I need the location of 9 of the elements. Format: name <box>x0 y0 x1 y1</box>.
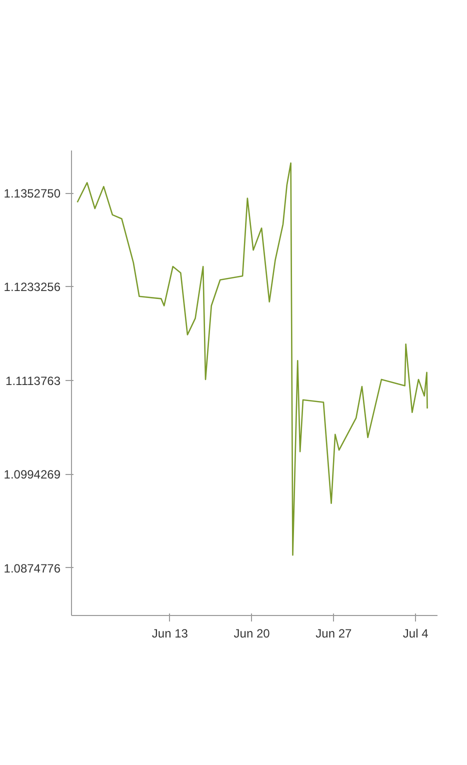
y-tick-label: 1.0874776 <box>4 561 61 576</box>
y-tick-label: 1.1233256 <box>4 280 61 294</box>
x-tick-label: Jul 4 <box>402 626 429 640</box>
y-tick-label: 1.0994269 <box>4 468 61 482</box>
x-tick-label: Jun 27 <box>316 626 352 640</box>
y-tick-label: 1.1352750 <box>4 186 61 201</box>
x-tick-label: Jun 13 <box>152 626 188 640</box>
y-tick-label: 1.1113763 <box>6 374 61 388</box>
x-tick-label: Jun 20 <box>234 626 270 640</box>
